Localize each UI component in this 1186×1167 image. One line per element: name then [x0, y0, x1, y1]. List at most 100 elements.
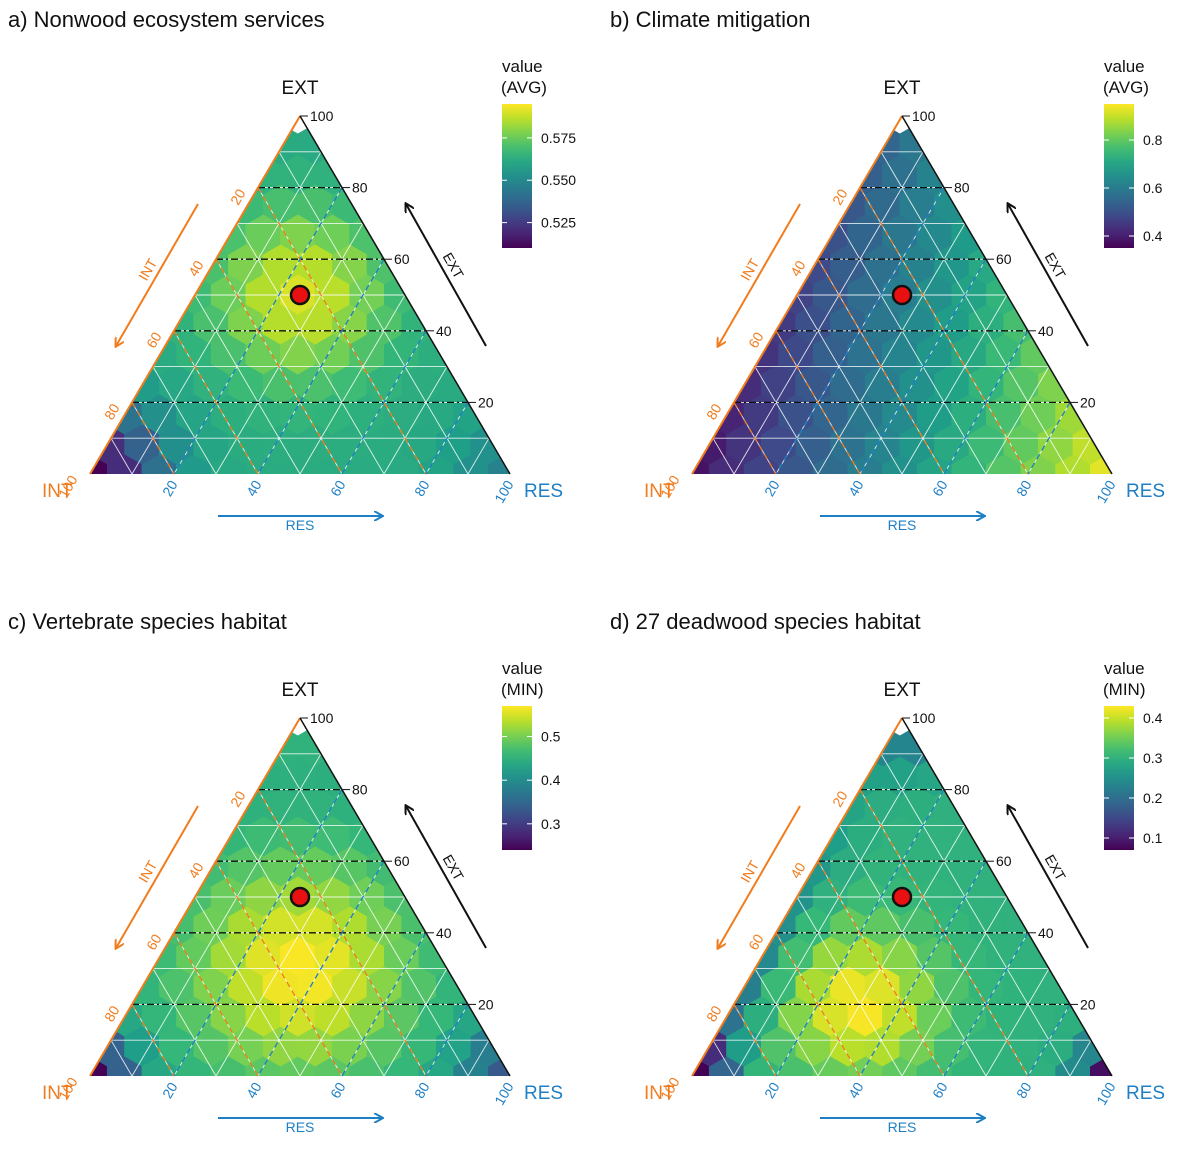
hex-cell [158, 123, 195, 165]
hex-cell [124, 785, 160, 827]
hex-cell [158, 183, 195, 225]
ext-tick-label: 80 [352, 180, 368, 196]
hex-cell [38, 274, 73, 314]
hex-cell [760, 183, 797, 225]
hex-cell [692, 725, 693, 767]
hex-cell [692, 303, 693, 345]
hex-cell [366, 123, 403, 165]
int-arrow [116, 203, 199, 346]
hex-cell [692, 845, 693, 887]
int-gridline [859, 789, 1029, 1077]
panel-b: b) Climate mitigation value (AVG) 20 20 20… [602, 0, 1186, 565]
res-tick-label: 80 [411, 1079, 433, 1101]
legend-tick-label: 0.8 [1143, 132, 1163, 148]
hex-cell [1055, 755, 1091, 797]
grid-line [817, 825, 966, 1076]
hex-cell [505, 965, 510, 1007]
hex-cell [1089, 273, 1112, 315]
hex-cell [470, 183, 507, 225]
ext-tick-label: 100 [912, 108, 936, 124]
int-arrow-label: INT [737, 857, 762, 885]
res-tick-label: 20 [761, 477, 783, 499]
int-tick-label: 20 [829, 186, 851, 208]
res-tick-label: 60 [327, 1079, 349, 1101]
hex-cell [795, 725, 832, 767]
int-gridline [733, 402, 777, 475]
hex-cell [158, 785, 195, 827]
ext-tick-label: 20 [1080, 996, 1096, 1012]
int-corner-label: INT [644, 1083, 675, 1104]
hex-cell [692, 213, 710, 255]
ext-corner-label: EXT [282, 680, 319, 701]
hex-cell [1020, 213, 1057, 255]
hex-cell [968, 785, 1005, 827]
hex-cell [453, 755, 489, 797]
grid-line [712, 437, 735, 474]
hex-cell [726, 725, 762, 767]
hex-cell [640, 154, 675, 194]
grid-line [754, 366, 819, 474]
hex-cell [193, 725, 230, 767]
ext-tick-label: 80 [352, 782, 368, 798]
ext-corner-label: EXT [282, 78, 319, 99]
res-tick-label: 100 [491, 477, 517, 505]
hex-cell [401, 123, 437, 165]
ext-arrow-label: EXT [440, 852, 468, 884]
hex-cell [38, 394, 73, 434]
hex-cell [812, 755, 849, 797]
hex-cell [90, 213, 108, 255]
hex-cell [90, 785, 125, 827]
int-gridline [173, 932, 259, 1077]
hex-cell [692, 183, 727, 225]
hex-cell [106, 153, 143, 195]
legend-tick-label: 0.1 [1143, 830, 1163, 846]
res-corner-label: RES [1126, 481, 1165, 502]
hex-cell [124, 123, 160, 165]
hex-cell [692, 153, 710, 195]
legend-tick-label: 0.525 [541, 215, 576, 231]
ext-axis [901, 115, 1113, 475]
panel-a: a) Nonwood ecosystem services value (AVG… [0, 0, 593, 565]
hex-cell [760, 785, 797, 827]
hex-cell [708, 755, 745, 797]
legend-tick-label: 0.575 [541, 130, 576, 146]
hex-cell [692, 123, 693, 165]
ext-tick-label: 40 [436, 925, 452, 941]
hex-cell [1107, 243, 1112, 285]
hex-cell [692, 273, 710, 315]
hex-cell [640, 996, 675, 1036]
hex-cell [640, 274, 675, 314]
int-tick-label: 80 [101, 1003, 123, 1025]
hex-cell [708, 153, 745, 195]
legend-tick-label: 0.2 [1143, 790, 1163, 806]
hex-cell [692, 243, 727, 285]
int-gridline [817, 860, 945, 1077]
ext-tick-label: 40 [1038, 323, 1054, 339]
grid-line [467, 1039, 490, 1076]
grid-line [278, 151, 469, 474]
grid-line [194, 896, 301, 1076]
legend-colorbar [502, 104, 532, 248]
int-tick-label: 40 [185, 860, 207, 882]
ext-corner-label: EXT [884, 680, 921, 701]
ext-tick-label: 60 [996, 251, 1012, 267]
grid-line [901, 294, 1008, 474]
grid-line [733, 753, 924, 1076]
hex-cell [487, 935, 510, 977]
hex-cell [1037, 725, 1074, 767]
hex-cell [141, 213, 178, 255]
int-gridline [131, 1004, 175, 1077]
int-gridline [817, 258, 945, 475]
hex-cell [176, 153, 212, 195]
res-tick-label: 80 [1013, 477, 1035, 499]
hex-cell [523, 996, 558, 1036]
hex-cell [90, 123, 125, 165]
hex-cell [435, 123, 472, 165]
hex-cell [692, 1025, 693, 1067]
hex-cell [90, 243, 91, 285]
int-tick-label: 60 [143, 329, 165, 351]
hex-cell [332, 123, 368, 165]
hex-cell [435, 725, 472, 767]
ext-tick-label: 20 [478, 996, 494, 1012]
panel-d: d) 27 deadwood species habitat value (MI… [602, 602, 1186, 1167]
